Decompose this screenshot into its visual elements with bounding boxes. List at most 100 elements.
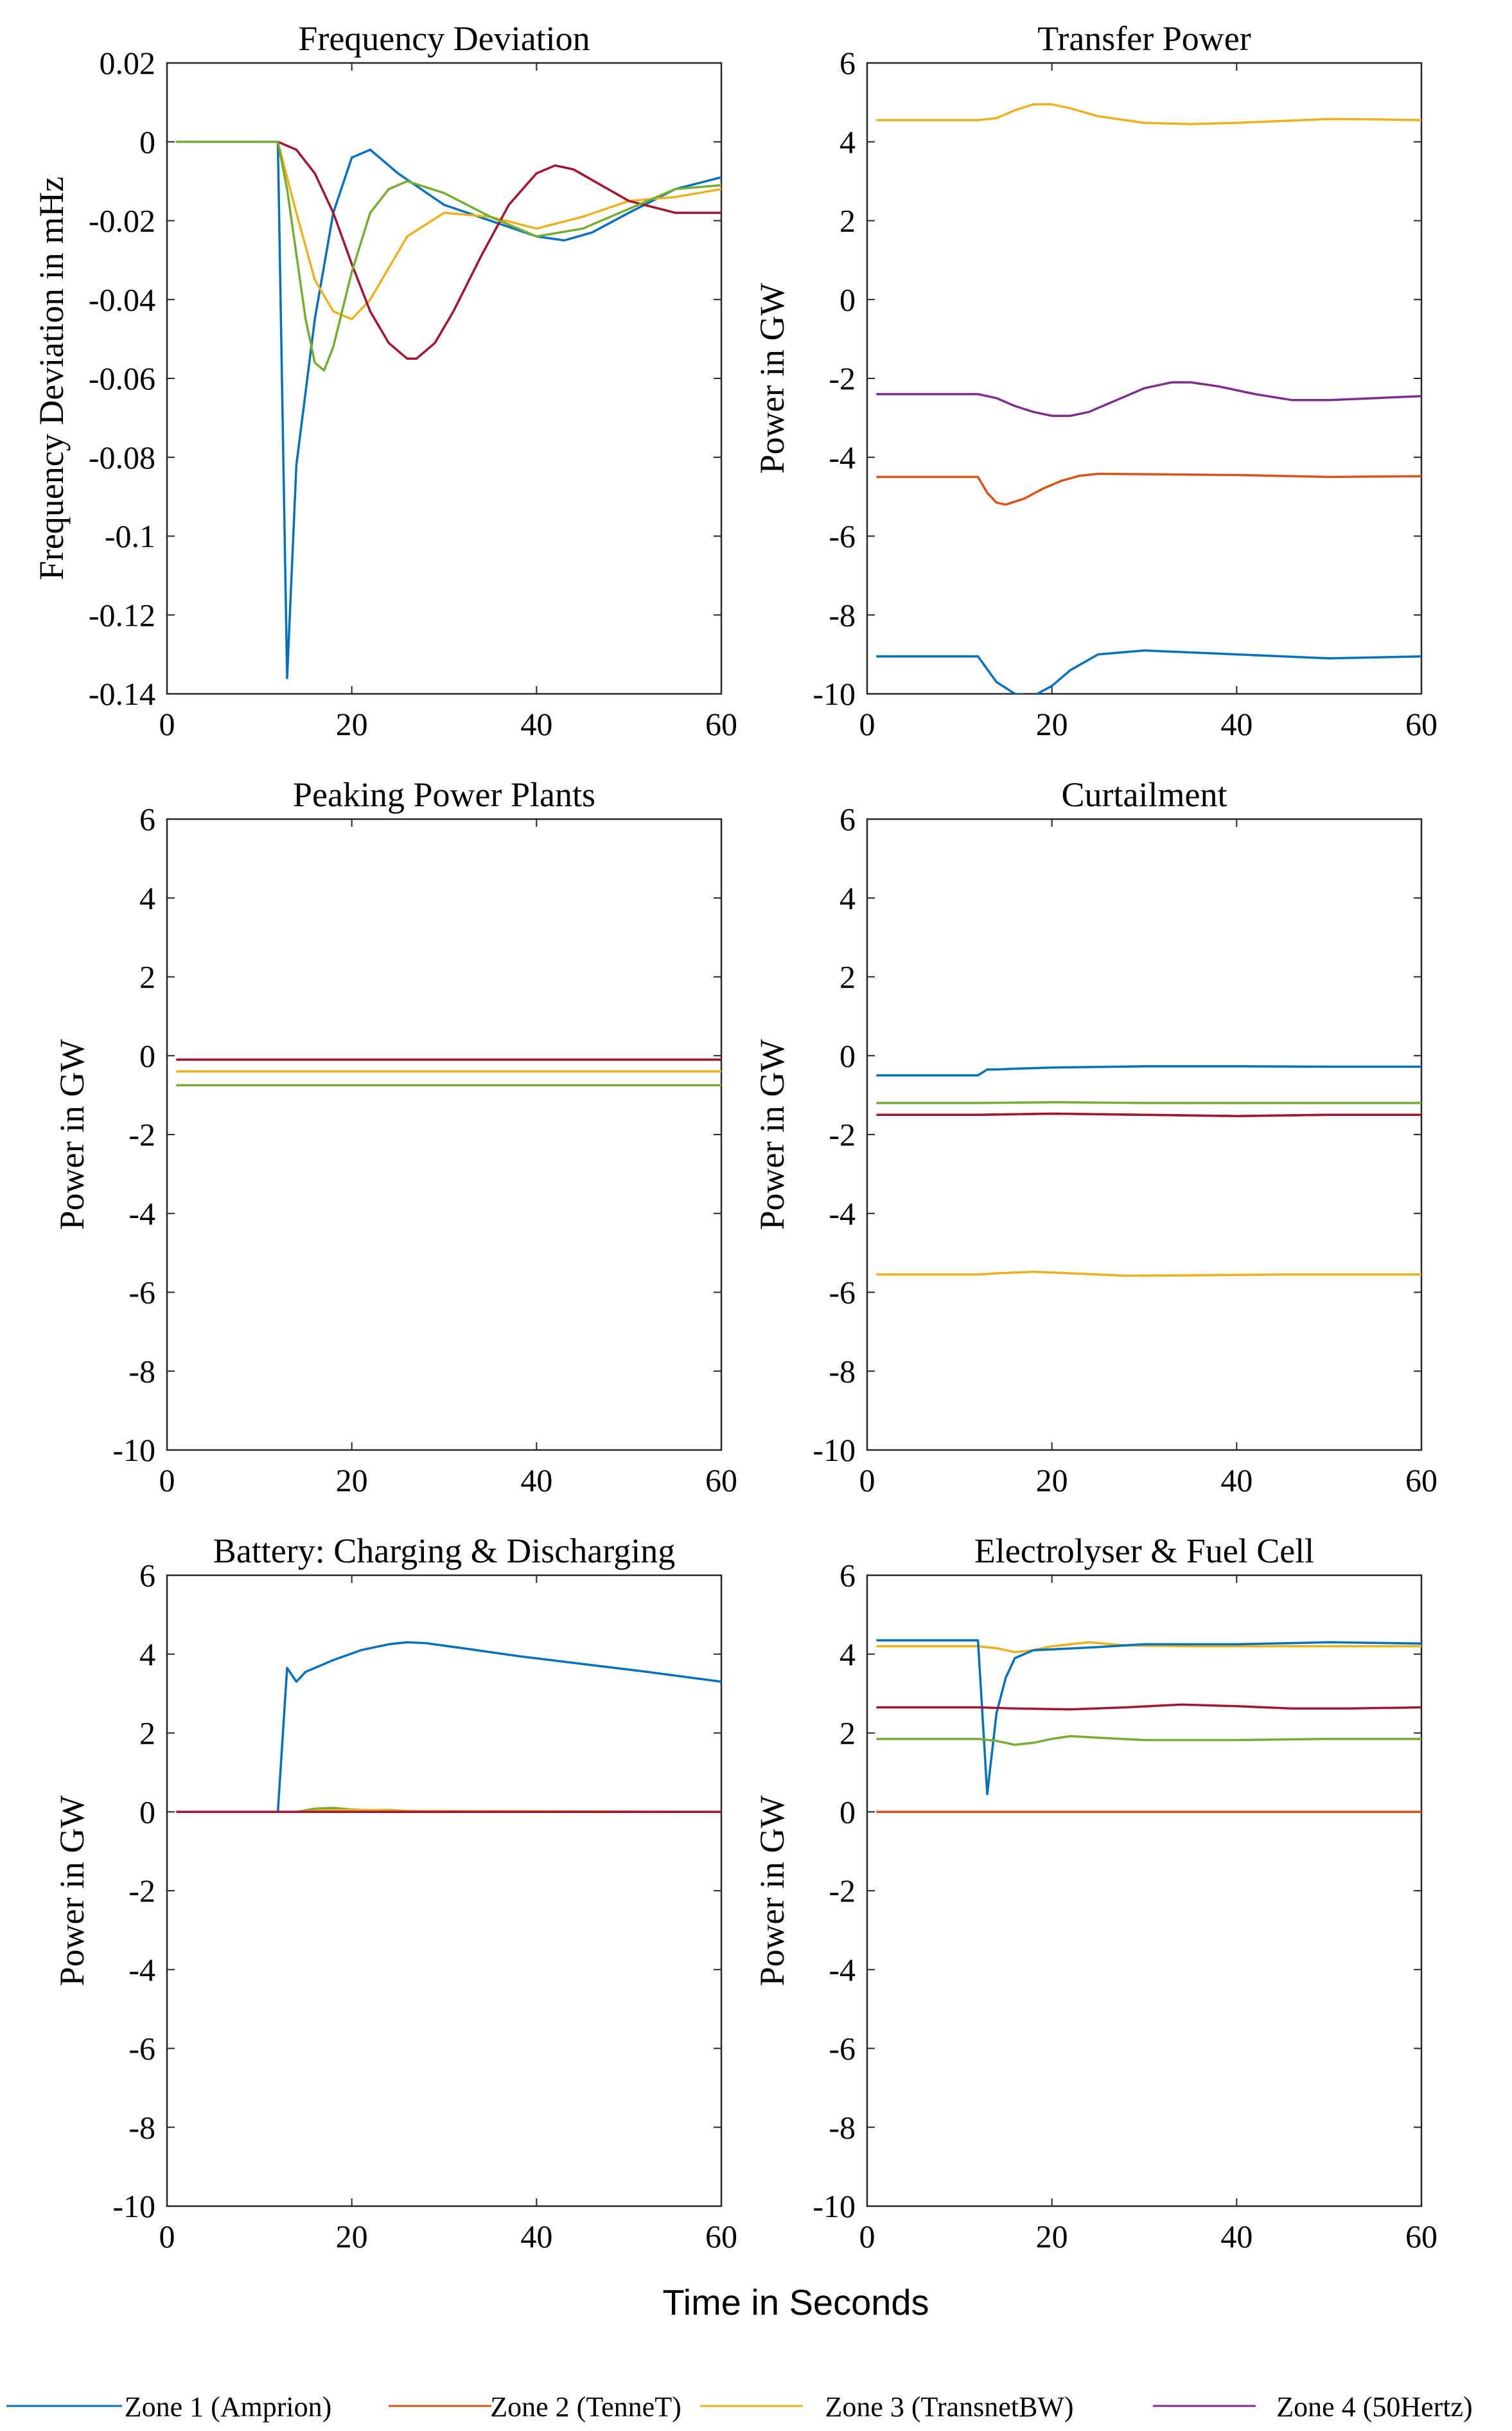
x-tick-label: 20: [336, 1462, 368, 1498]
axes-box: [166, 1574, 723, 2207]
x-tick-label: 60: [705, 706, 737, 742]
chart-title: Peaking Power Plants: [293, 775, 595, 814]
y-tick-label: 2: [840, 1715, 856, 1751]
x-tick-label: 0: [159, 706, 175, 742]
y-tick-label: 4: [139, 1636, 155, 1672]
series-line-zone-1-amprion: [876, 1065, 1421, 1077]
y-tick-label: -8: [829, 597, 856, 633]
series-line-zone-3-transnetbw: [876, 1641, 1421, 1654]
y-tick-label: 6: [139, 1557, 155, 1593]
series-line-zone-3-transnetbw: [876, 103, 1421, 125]
y-tick-label: -10: [813, 676, 856, 712]
series-line-zone-5: [876, 1735, 1421, 1746]
series-line-zone-3-transnetbw: [876, 1270, 1421, 1277]
y-tick-label: 2: [139, 1715, 155, 1751]
y-tick-label: 0: [139, 1794, 155, 1830]
y-tick-label: 6: [840, 1557, 856, 1593]
y-axis-label: Power in GW: [753, 1795, 791, 1986]
y-tick-label: 4: [840, 1636, 856, 1672]
series-line-zone-1-amprion: [176, 140, 721, 680]
y-tick-label: -8: [128, 1353, 155, 1389]
x-tick-label: 20: [1036, 706, 1068, 742]
series-line-zone-4-50hertz: [176, 140, 721, 360]
y-tick-label: 4: [840, 124, 856, 160]
y-tick-label: 0: [840, 1038, 856, 1074]
y-tick-label: -2: [829, 360, 856, 396]
x-tick-label: 20: [1036, 2218, 1068, 2254]
series-line-zone-1-amprion: [176, 1641, 721, 1814]
y-tick-label: -8: [128, 2109, 155, 2145]
y-tick-label: -0.04: [89, 281, 155, 317]
y-tick-label: -6: [829, 2031, 856, 2067]
y-tick-label: -0.02: [89, 203, 155, 239]
series-line-zone-4-50hertz: [876, 381, 1421, 418]
x-tick-label: 40: [1220, 2218, 1253, 2254]
y-tick-label: 0: [139, 1038, 155, 1074]
panel-frequency-deviation: Frequency Deviation 0 20 40 60 0.02 0 -0.02 -0.0…: [32, 19, 737, 742]
y-tick-label: 6: [840, 801, 856, 837]
series-line-zone-4-50hertz: [876, 1112, 1421, 1117]
x-tick-label: 0: [159, 2218, 175, 2254]
legend-label-zone-2: Zone 2 (TenneT): [490, 2391, 681, 2423]
y-tick-label: 6: [139, 801, 155, 837]
series-line-zone-4-50hertz: [876, 1703, 1421, 1711]
y-tick-label: 4: [139, 880, 155, 916]
y-tick-label: -8: [829, 2109, 856, 2145]
x-tick-label: 60: [705, 2218, 737, 2254]
series-line-zone-1-amprion: [876, 649, 1421, 694]
y-tick-label: -2: [128, 1117, 155, 1153]
y-tick-label: -4: [128, 1952, 155, 1988]
y-tick-label: 0: [840, 281, 856, 317]
y-tick-label: -6: [829, 1275, 856, 1311]
y-tick-label: -8: [829, 1353, 856, 1389]
legend-label-zone-4: Zone 4 (50Hertz): [1276, 2391, 1472, 2423]
x-tick-label: 60: [1405, 1462, 1437, 1498]
y-tick-label: -10: [112, 2188, 155, 2224]
chart-title: Battery: Charging & Discharging: [213, 1532, 675, 1570]
legend-label-zone-1: Zone 1 (Amprion): [125, 2391, 332, 2423]
legend: Zone 1 (Amprion) Zone 2 (TenneT) Zone 3 …: [6, 2391, 1473, 2423]
y-tick-label: -6: [128, 2031, 155, 2067]
y-tick-label: -6: [128, 1275, 155, 1311]
chart-title: Electrolyser & Fuel Cell: [974, 1532, 1314, 1570]
y-tick-label: -4: [128, 1196, 155, 1232]
x-tick-label: 40: [520, 2218, 552, 2254]
x-tick-label: 20: [336, 706, 368, 742]
common-x-axis-label: Time in Seconds: [663, 2282, 929, 2322]
chart-title: Transfer Power: [1037, 19, 1251, 58]
y-axis-label: Power in GW: [753, 283, 791, 473]
y-tick-label: 4: [840, 880, 856, 916]
x-tick-label: 60: [1405, 706, 1437, 742]
x-tick-label: 0: [859, 1462, 875, 1498]
y-axis-label: Power in GW: [753, 1039, 791, 1230]
series-line-zone-1-amprion: [876, 1639, 1421, 1796]
y-tick-label: -4: [829, 1952, 856, 1988]
x-tick-label: 60: [1405, 2218, 1437, 2254]
y-tick-label: -4: [829, 1196, 856, 1232]
y-tick-label: -2: [128, 1873, 155, 1909]
x-tick-label: 0: [859, 2218, 875, 2254]
chart-title: Curtailment: [1062, 775, 1227, 814]
x-tick-label: 40: [1220, 706, 1253, 742]
axes-box: [166, 62, 723, 695]
y-axis-label: Power in GW: [53, 1795, 91, 1986]
legend-label-zone-3: Zone 3 (TransnetBW): [825, 2391, 1074, 2423]
y-tick-label: 0.02: [100, 45, 156, 81]
series-line-zone-5: [876, 1101, 1421, 1104]
axes-box: [866, 818, 1423, 1451]
y-tick-label: -0.12: [89, 597, 155, 633]
y-tick-label: 2: [139, 959, 155, 995]
y-axis-label: Frequency Deviation in mHz: [32, 177, 71, 580]
series-line-zone-2-tennet: [876, 472, 1421, 506]
x-tick-label: 20: [1036, 1462, 1068, 1498]
series-line-zone-5: [176, 140, 721, 372]
y-tick-label: -10: [112, 1432, 155, 1468]
y-tick-label: -4: [829, 439, 856, 475]
